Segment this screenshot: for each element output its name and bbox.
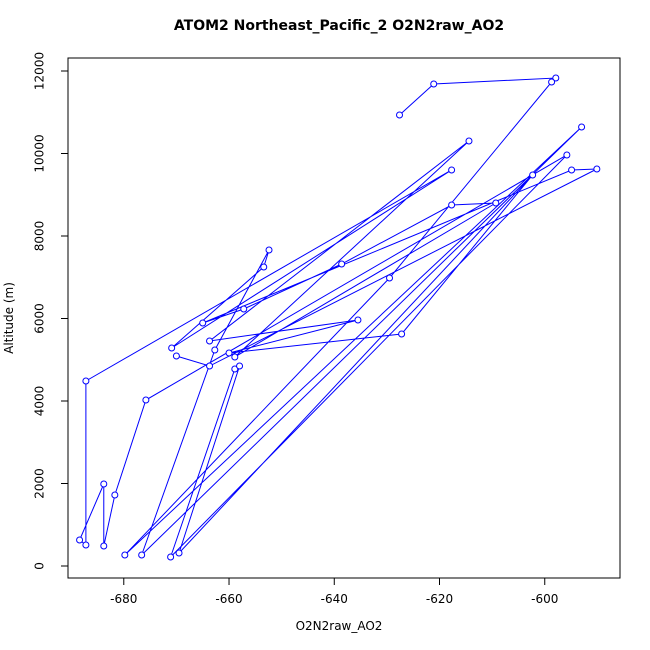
point [231, 353, 239, 361]
point [111, 491, 119, 499]
point [448, 166, 456, 174]
point [265, 246, 273, 254]
point [386, 274, 394, 282]
chart-title: ATOM2 Northeast_Pacific_2 O2N2raw_AO2 [174, 18, 504, 34]
point [206, 362, 214, 370]
point [82, 377, 90, 385]
y-tick-label: 0 [33, 562, 47, 570]
point [175, 549, 183, 557]
point [578, 123, 586, 131]
plot-frame [67, 57, 621, 579]
point [225, 349, 233, 357]
point [593, 165, 601, 173]
point [206, 337, 214, 345]
point [354, 316, 362, 324]
point [430, 80, 438, 88]
x-tick-label: -600 [531, 592, 558, 606]
x-axis-label: O2N2raw_AO2 [296, 619, 383, 633]
point [76, 536, 84, 544]
point [236, 362, 244, 370]
point [121, 551, 129, 559]
point [563, 151, 571, 159]
point [548, 78, 556, 86]
point [398, 330, 406, 338]
point [552, 74, 560, 82]
point [448, 201, 456, 209]
y-axis-label: Altitude (m) [2, 282, 16, 354]
y-tick-label: 12000 [33, 52, 47, 90]
point [82, 541, 90, 549]
y-tick-label: 8000 [33, 221, 47, 252]
x-tick-label: -660 [215, 592, 242, 606]
point [138, 551, 146, 559]
point [396, 111, 404, 119]
x-tick-label: -620 [426, 592, 453, 606]
y-tick-label: 10000 [33, 134, 47, 172]
point [465, 137, 473, 145]
y-tick-label: 2000 [33, 468, 47, 499]
x-tick-label: -640 [321, 592, 348, 606]
point [142, 396, 150, 404]
point [240, 305, 248, 313]
y-tick-label: 6000 [33, 303, 47, 334]
x-tick-label: -680 [110, 592, 137, 606]
point [172, 352, 180, 360]
series-line [78, 77, 598, 558]
point [338, 260, 346, 268]
y-tick-label: 4000 [33, 386, 47, 417]
point [100, 542, 108, 550]
point [568, 166, 576, 174]
point [167, 553, 175, 561]
point [211, 346, 219, 354]
point [199, 319, 207, 327]
point [100, 480, 108, 488]
point [168, 344, 176, 352]
point [492, 199, 500, 207]
point [529, 171, 537, 179]
point [260, 263, 268, 271]
